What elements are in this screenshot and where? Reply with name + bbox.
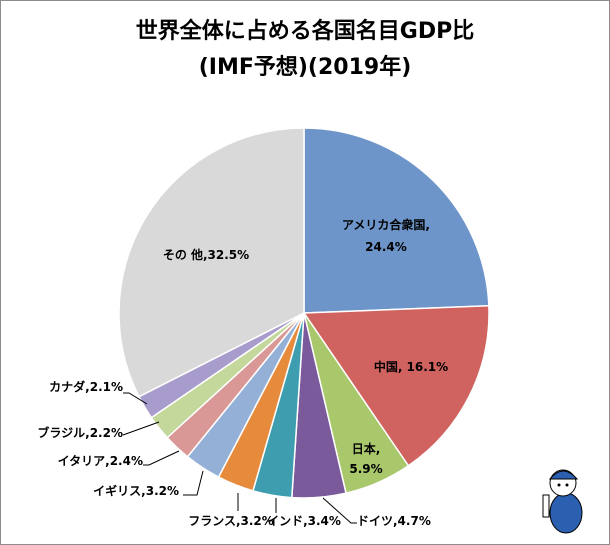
data-label-6: イギリス,3.2% [93, 483, 179, 498]
data-label-5: フランス,3.2% [188, 514, 274, 528]
data-label-4: インド,3.4% [267, 514, 341, 528]
leader-line-6 [183, 470, 204, 496]
chart-subtitle: (IMF予想)(2019年) [198, 55, 412, 80]
data-label-8: ブラジル,2.2% [37, 425, 123, 440]
data-label-3: ドイツ,4.7% [357, 514, 431, 528]
pie-slice-10 [118, 127, 305, 398]
data-label-7: イタリア,2.4% [58, 454, 143, 468]
leader-line-7 [143, 450, 180, 466]
mascot-logo [542, 469, 583, 534]
leader-line-3 [322, 497, 357, 524]
data-label-2-0: 日本, [352, 441, 381, 456]
pie-slice-0 [303, 127, 490, 314]
leader-line-8 [122, 421, 160, 436]
data-label-0-0: アメリカ合衆国, [342, 217, 430, 232]
chart-title: 世界全体に占める各国名目GDP比 [135, 19, 475, 44]
data-label-10: その 他,32.5% [163, 247, 249, 262]
data-label-0-1: 24.4% [365, 240, 407, 254]
pie-slice-1 [302, 304, 490, 467]
data-label-1: 中国, 16.1% [374, 359, 448, 374]
data-label-9: カナダ,2.1% [49, 379, 123, 394]
data-label-2-1: 5.9% [349, 462, 382, 476]
leader-line-9 [123, 392, 148, 405]
